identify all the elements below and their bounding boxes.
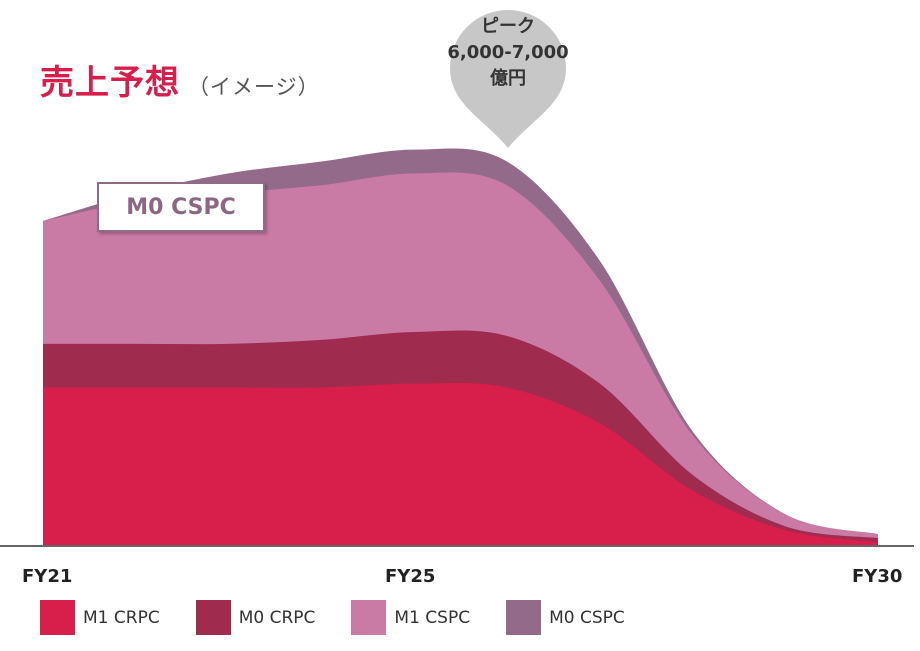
chart-title: 売上予想 （イメージ） [40, 55, 320, 104]
peak-annotation: ピーク 6,000-7,000 億円 [438, 14, 578, 92]
legend-swatch-m0-crpc [195, 600, 231, 635]
peak-annotation-line1: ピーク [481, 16, 535, 37]
x-tick-label-fy25: FY25 [385, 566, 436, 587]
legend-item-m0-crpc: M0 CRPC [195, 600, 316, 635]
peak-annotation-line3: 億円 [490, 68, 526, 89]
peak-pin [450, 9, 567, 149]
legend-item-m0-cspc: M0 CSPC [506, 600, 625, 635]
legend-item-m1-crpc: M1 CRPC [40, 600, 160, 635]
x-tick-label-fy30: FY30 [852, 566, 903, 587]
x-tick-label-fy21: FY21 [22, 566, 73, 587]
legend-swatch-m0-cspc [506, 600, 542, 635]
legend-label-m0-cspc: M0 CSPC [549, 607, 625, 628]
chart-title-main: 売上予想 [40, 63, 180, 103]
legend-swatch-m1-cspc [351, 600, 387, 635]
legend-item-m1-cspc: M1 CSPC [351, 600, 470, 635]
legend-swatch-m1-crpc [40, 600, 75, 635]
peak-pin-shape [450, 9, 567, 149]
legend-label-m1-crpc: M1 CRPC [83, 607, 160, 628]
legend: M1 CRPC M0 CRPC M1 CSPC M0 CSPC [40, 600, 661, 635]
legend-label-m1-cspc: M1 CSPC [394, 607, 471, 628]
peak-annotation-line2: 6,000-7,000 [447, 42, 569, 63]
chart-title-sub: （イメージ） [188, 75, 320, 99]
area-series-group [43, 148, 878, 547]
legend-label-m0-crpc: M0 CRPC [238, 607, 316, 628]
area-m1-crpc [43, 382, 878, 546]
m0-cspc-callout: M0 CSPC [97, 182, 265, 232]
